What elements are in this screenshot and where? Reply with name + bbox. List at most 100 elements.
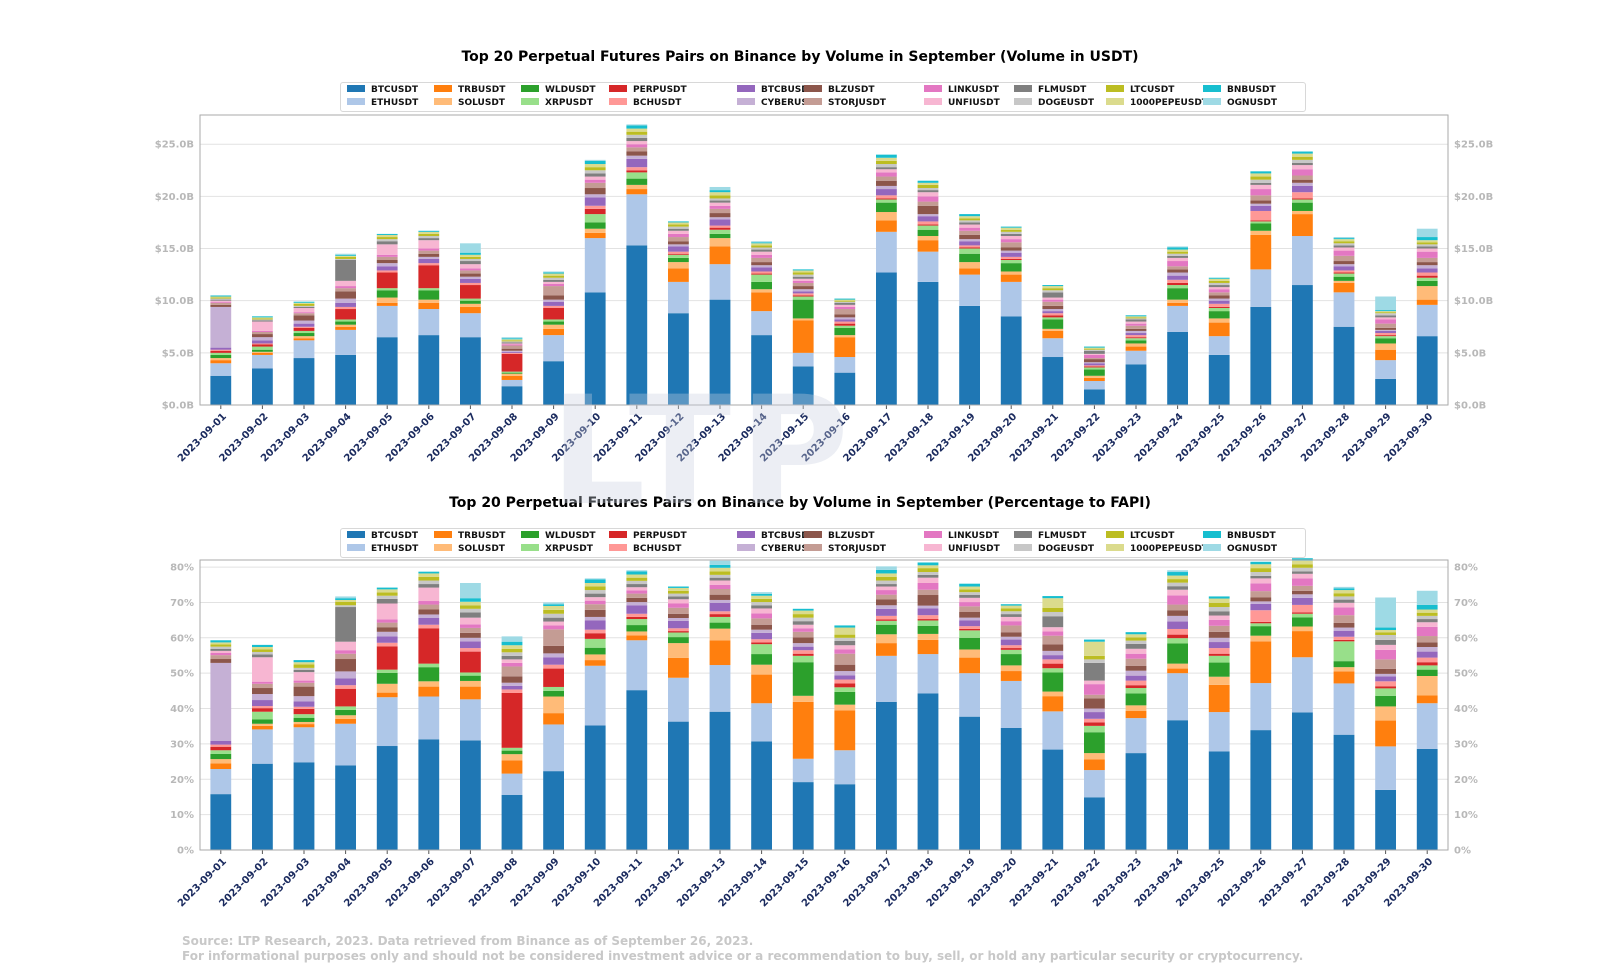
bar-btcusdt <box>293 762 315 850</box>
bar-1000pepeusdt <box>293 302 315 304</box>
bar-trbusdt <box>1292 631 1313 658</box>
bar-cyberusdt <box>418 614 440 618</box>
bar-storjusdt <box>668 237 689 242</box>
bar-solusdt <box>1042 691 1064 697</box>
y-tick-label-left: 50% <box>170 669 194 680</box>
bar-flmusdt <box>501 342 523 344</box>
bar-storjusdt <box>1292 585 1313 591</box>
bar-unfiusdt <box>1416 248 1438 252</box>
bar-flmusdt <box>1167 255 1188 258</box>
bar-btcusdt <box>543 771 564 850</box>
bar-bchusdt <box>751 271 772 274</box>
bar-ltcusdt <box>668 590 689 594</box>
bar-storjusdt <box>252 683 273 689</box>
bar-xrpusdt <box>1333 273 1355 277</box>
bar-ethusdt <box>1125 718 1147 754</box>
bar-flmusdt <box>876 584 897 587</box>
bar-dogeusdt <box>959 220 980 223</box>
bar-btcbusd <box>1000 252 1022 257</box>
bar-cyberusdt <box>668 244 689 247</box>
bar-btcusdt <box>668 721 689 850</box>
bar-blzusdt <box>834 314 856 318</box>
bar-xrpusdt <box>1167 638 1188 644</box>
bar-ognusdt <box>543 602 564 605</box>
legend-item-cyberusdt: CYBERUSDT <box>737 543 821 556</box>
bar-linkusdt <box>917 582 939 590</box>
bar-flmusdt <box>1250 575 1272 579</box>
bar-btcbusd <box>626 605 648 614</box>
bar-btcusdt <box>252 368 273 405</box>
bar-bnbusdt <box>1125 632 1147 635</box>
bar-cyberusdt <box>335 671 356 679</box>
bar-blzusdt <box>1292 590 1313 595</box>
bar-solusdt <box>1042 328 1064 331</box>
bar-bchusdt <box>252 343 273 345</box>
bar-trbusdt <box>792 320 814 353</box>
bar-bnbusdt <box>335 598 356 600</box>
bar-cyberusdt <box>1084 708 1105 713</box>
legend-swatch <box>1106 85 1124 92</box>
bar-ethusdt <box>1084 770 1105 798</box>
legend-label: UNFIUSDT <box>948 544 1000 554</box>
bar-storjusdt <box>1125 325 1147 329</box>
bar-bnbusdt <box>751 593 772 596</box>
bar-blzusdt <box>252 334 273 338</box>
bar-1000pepeusdt <box>917 182 939 185</box>
bar-ltcusdt <box>501 340 523 342</box>
bar-linkusdt <box>792 628 814 632</box>
bar-linkusdt <box>293 312 315 314</box>
bar-unfiusdt <box>1042 627 1064 632</box>
bar-ltcusdt <box>1167 579 1188 583</box>
bar-flmusdt <box>1250 182 1272 185</box>
bar-1000pepeusdt <box>210 642 232 645</box>
bar-btcbusd <box>501 351 523 353</box>
bar-solusdt <box>834 335 856 338</box>
bar-bchusdt <box>668 251 689 254</box>
bar-dogeusdt <box>834 637 856 641</box>
bar-dogeusdt <box>792 274 814 277</box>
bar-ethusdt <box>1125 350 1147 365</box>
bar-wldusdt <box>1292 617 1313 627</box>
bar-blzusdt <box>709 594 731 600</box>
bar-ltcusdt <box>252 318 273 320</box>
bar-btcusdt <box>252 763 273 850</box>
bar-dogeusdt <box>376 239 398 242</box>
bar-linkusdt <box>1000 621 1022 626</box>
bar-unfiusdt <box>1125 648 1147 654</box>
bar-ltcusdt <box>1000 608 1022 612</box>
bar-xrpusdt <box>834 325 856 328</box>
bar-unfiusdt <box>917 192 939 197</box>
legend-item-blzusdt: BLZUSDT <box>804 530 875 543</box>
bar-dogeusdt <box>1375 634 1396 640</box>
bar-linkusdt <box>1292 169 1313 176</box>
bar-trbusdt <box>1042 696 1064 712</box>
legend-label: LINKUSDT <box>948 85 999 95</box>
bar-xrpusdt <box>418 288 440 291</box>
bar-1000pepeusdt <box>1167 575 1188 580</box>
bar-flmusdt <box>210 299 232 301</box>
bar-ethusdt <box>959 673 980 717</box>
bar-bchusdt <box>1208 648 1230 654</box>
bar-perpusdt <box>584 633 606 639</box>
bar-bnbusdt <box>501 641 523 646</box>
legend-item-unfiusdt: UNFIUSDT <box>924 543 1000 556</box>
bar-trbusdt <box>917 240 939 252</box>
bar-wldusdt <box>460 300 481 304</box>
bar-blzusdt <box>501 348 523 351</box>
bar-blzusdt <box>584 188 606 195</box>
bar-bchusdt <box>792 650 814 654</box>
bar-dogeusdt <box>876 164 897 168</box>
bar-xrpusdt <box>335 706 356 710</box>
bar-btcbusd <box>1042 655 1064 660</box>
bar-bnbusdt <box>668 586 689 588</box>
bar-wldusdt <box>1084 369 1105 376</box>
bar-linkusdt <box>210 301 232 303</box>
bar-xrpusdt <box>626 172 648 179</box>
bar-dogeusdt <box>460 258 481 262</box>
bar-ltcusdt <box>876 160 897 165</box>
bar-solusdt <box>460 680 481 687</box>
bar-bnbusdt <box>1000 604 1022 606</box>
bar-btcusdt <box>834 784 856 850</box>
bar-wldusdt <box>1167 643 1188 664</box>
bar-solusdt <box>1084 375 1105 378</box>
